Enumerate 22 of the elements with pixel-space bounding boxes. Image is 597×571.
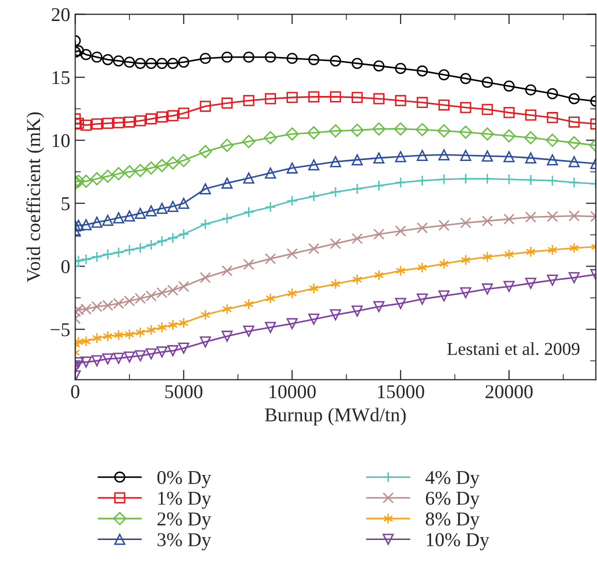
x-tick-label: 10000 — [270, 385, 316, 398]
legend-label: 0% Dy — [157, 470, 212, 488]
y-tick-label: 5 — [62, 197, 70, 210]
legend-label: 6% Dy — [426, 492, 480, 509]
y-axis-title: Void coefficient (mK) — [26, 112, 44, 282]
legend-label: 2% Dy — [158, 512, 212, 530]
legend-label: 10% Dy — [426, 533, 490, 550]
x-axis-title: Burnup (MWd/tn) — [265, 408, 406, 426]
legend-label: 8% Dy — [426, 512, 480, 530]
legend-label: 3% Dy — [158, 533, 212, 550]
y-tick-label: 15 — [52, 71, 70, 84]
annotation: Lestani et al. 2009 — [447, 342, 580, 356]
y-tick-label: −5 — [50, 323, 70, 336]
y-tick-label: 0 — [61, 260, 70, 274]
y-tick-label: 20 — [52, 8, 70, 22]
x-tick-label: 5000 — [165, 385, 202, 398]
legend-label: 1% Dy — [158, 492, 212, 509]
legend-label: 4% Dy — [425, 470, 480, 488]
y-tick-label: 10 — [52, 134, 70, 148]
x-tick-label: 0 — [71, 385, 80, 398]
x-tick-label: 20000 — [486, 385, 533, 398]
x-tick-label: 15000 — [378, 385, 424, 398]
